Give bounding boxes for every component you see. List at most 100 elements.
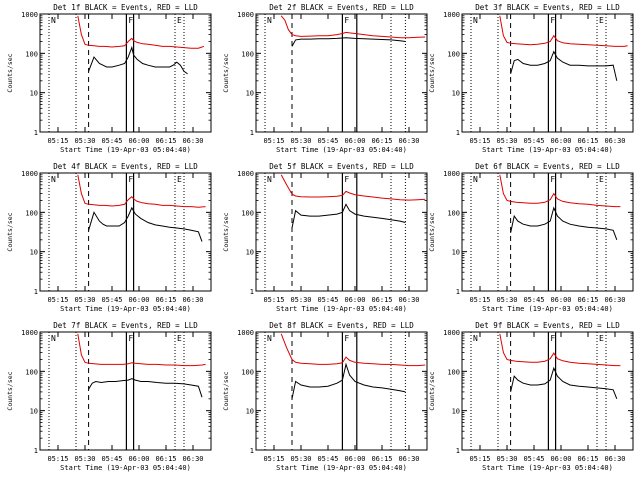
y-tick-label: 1 (34, 447, 38, 455)
x-axis-label: Start Time (19-Apr-03 05:04:40) (482, 146, 613, 154)
marker-label: E (177, 16, 182, 25)
y-tick-label: 1 (250, 129, 254, 137)
series-line-black (88, 45, 188, 75)
y-axis-label: Counts/sec (222, 53, 230, 92)
series-line-black (88, 206, 203, 242)
y-tick-label: 10 (452, 249, 460, 257)
x-tick-label: 06:30 (398, 455, 419, 463)
x-tick-label: 05:30 (496, 137, 517, 145)
chart-panel-5: Det 5f BLACK = Events, RED = LLD 1 10 100 10… (222, 162, 428, 313)
x-tick-label: 06:30 (398, 296, 419, 304)
y-tick-label: 1 (250, 447, 254, 455)
plot-frame (39, 172, 212, 292)
x-tick-label: 06:30 (182, 296, 203, 304)
x-tick-label: 05:45 (523, 455, 544, 463)
y-tick-label: 1 (34, 288, 38, 296)
y-axis-label: Counts/sec (428, 53, 436, 92)
y-tick-label: 1000 (237, 329, 254, 337)
x-tick-label: 06:00 (128, 455, 149, 463)
plot-frame (255, 172, 428, 292)
series-line-black (510, 206, 618, 240)
series-line-red (280, 174, 426, 201)
x-tick-label: 05:30 (290, 137, 311, 145)
x-tick-label: 06:00 (550, 296, 571, 304)
chart-title: Det 8f BLACK = Events, RED = LLD (269, 321, 414, 330)
y-tick-label: 10 (30, 408, 38, 416)
series-line-red (499, 15, 628, 47)
x-axis-label: Start Time (19-Apr-03 05:04:40) (60, 146, 191, 154)
y-tick-label: 100 (241, 209, 254, 217)
y-axis-label: Counts/sec (6, 212, 14, 251)
y-axis-label: Counts/sec (222, 212, 230, 251)
x-tick-label: 06:15 (371, 455, 392, 463)
y-axis-label: Counts/sec (428, 371, 436, 410)
plot-frame (39, 13, 212, 133)
x-tick-label: 05:45 (317, 455, 338, 463)
x-tick-label: 05:15 (47, 137, 68, 145)
x-tick-label: 06:30 (182, 137, 203, 145)
marker-label: E (599, 175, 604, 184)
series-line-black (510, 50, 618, 81)
y-tick-label: 1 (456, 129, 460, 137)
x-tick-label: 05:45 (523, 137, 544, 145)
y-tick-label: 1 (456, 447, 460, 455)
x-tick-label: 05:15 (469, 296, 490, 304)
x-tick-label: 05:30 (290, 455, 311, 463)
x-tick-label: 06:30 (604, 296, 625, 304)
y-tick-label: 10 (452, 90, 460, 98)
x-tick-label: 06:30 (182, 455, 203, 463)
marker-label: N (473, 175, 478, 184)
y-tick-label: 100 (25, 50, 38, 58)
x-tick-label: 05:15 (263, 137, 284, 145)
series-line-black (291, 203, 406, 229)
x-tick-label: 06:00 (344, 455, 365, 463)
chart-panel-3: Det 3f BLACK = Events, RED = LLD 1 10 100 10… (428, 3, 634, 154)
y-tick-label: 10 (246, 90, 254, 98)
marker-label: F (128, 334, 133, 343)
marker-label: F (128, 16, 133, 25)
marker-label: N (267, 334, 272, 343)
x-tick-label: 06:15 (155, 296, 176, 304)
marker-label: F (550, 16, 555, 25)
chart-title: Det 1f BLACK = Events, RED = LLD (53, 3, 198, 12)
y-tick-label: 1 (250, 288, 254, 296)
marker-label: N (51, 16, 56, 25)
marker-label: N (473, 334, 478, 343)
marker-label: F (344, 16, 349, 25)
y-tick-label: 1000 (443, 329, 460, 337)
x-tick-label: 06:15 (371, 137, 392, 145)
x-tick-label: 06:30 (398, 137, 419, 145)
y-tick-label: 1000 (443, 11, 460, 19)
x-tick-label: 05:15 (47, 455, 68, 463)
y-axis-label: Counts/sec (6, 371, 14, 410)
x-tick-label: 05:15 (47, 296, 68, 304)
y-tick-label: 1000 (237, 11, 254, 19)
x-tick-label: 05:15 (469, 137, 490, 145)
series-line-black (291, 37, 406, 47)
marker-label: N (51, 175, 56, 184)
x-tick-label: 06:00 (550, 455, 571, 463)
series-line-red (77, 174, 206, 208)
x-tick-label: 05:45 (101, 137, 122, 145)
marker-label: E (177, 175, 182, 184)
marker-label: F (344, 334, 349, 343)
y-tick-label: 1000 (21, 11, 38, 19)
x-tick-label: 05:45 (523, 296, 544, 304)
chart-title: Det 2f BLACK = Events, RED = LLD (269, 3, 414, 12)
x-tick-label: 06:00 (344, 296, 365, 304)
marker-label: N (51, 334, 56, 343)
y-tick-label: 1000 (443, 170, 460, 178)
x-tick-label: 05:30 (74, 296, 95, 304)
y-tick-label: 10 (452, 408, 460, 416)
marker-label: N (267, 175, 272, 184)
x-tick-label: 05:30 (74, 137, 95, 145)
chart-panel-9: Det 9f BLACK = Events, RED = LLD 1 10 100 10… (428, 321, 634, 472)
x-axis-label: Start Time (19-Apr-03 05:04:40) (482, 464, 613, 472)
y-tick-label: 100 (241, 50, 254, 58)
x-tick-label: 06:30 (604, 455, 625, 463)
x-axis-label: Start Time (19-Apr-03 05:04:40) (276, 464, 407, 472)
series-line-black (291, 362, 406, 399)
chart-title: Det 7f BLACK = Events, RED = LLD (53, 321, 198, 330)
plot-frame (461, 13, 634, 133)
